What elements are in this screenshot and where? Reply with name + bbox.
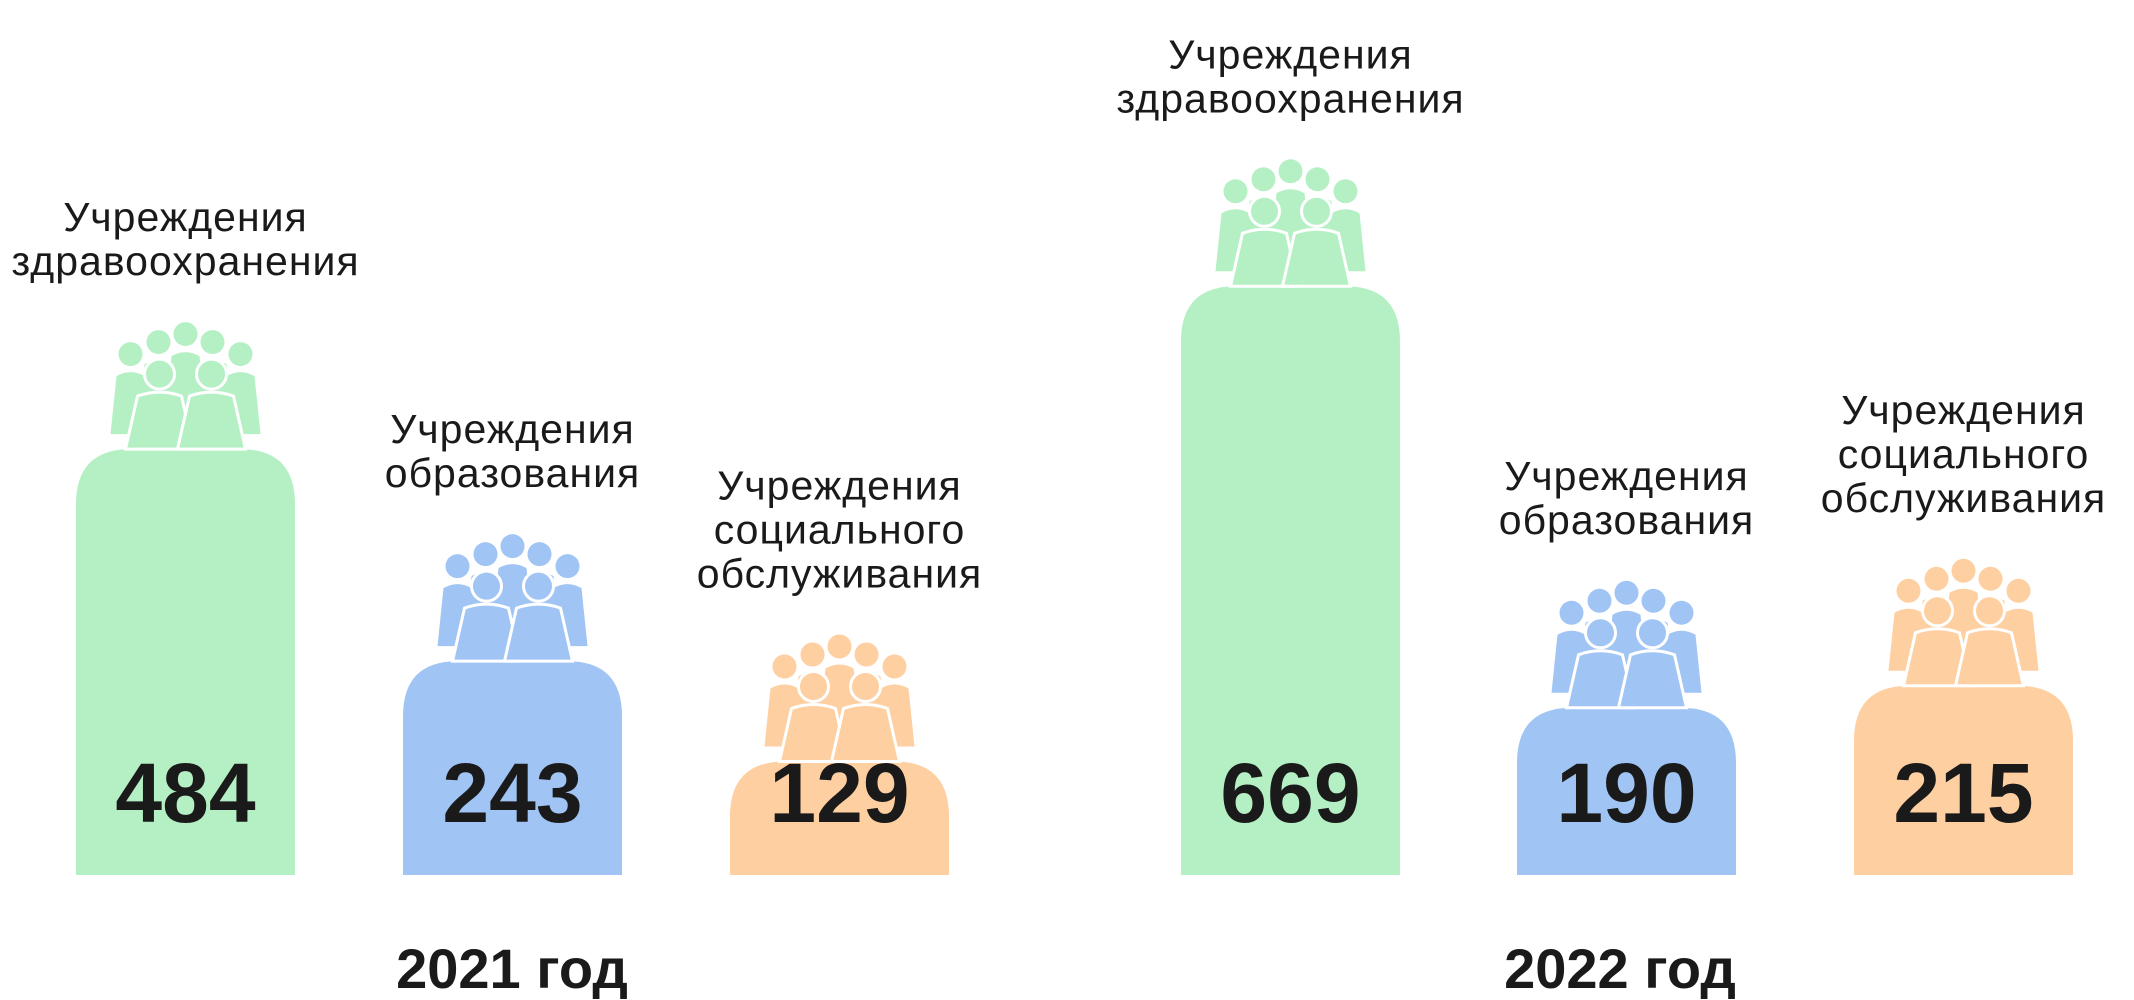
person-body	[1564, 649, 1637, 710]
person-head	[1559, 600, 1584, 625]
person-head	[797, 669, 830, 703]
person-head	[1587, 588, 1612, 613]
person-head	[1924, 566, 1949, 591]
person-head	[1584, 616, 1617, 650]
person-head	[522, 569, 555, 603]
person-head	[118, 342, 143, 367]
person-head	[849, 669, 882, 703]
value-label: 190	[1556, 746, 1696, 840]
person-head	[228, 342, 253, 367]
person-head	[1305, 167, 1330, 192]
person-head	[1921, 594, 1954, 628]
person-body	[175, 390, 248, 451]
person-head	[555, 554, 580, 579]
person-head	[1251, 167, 1276, 192]
person-head	[854, 642, 879, 667]
person-body	[777, 702, 850, 763]
people-icon	[110, 322, 261, 451]
people-icon	[1888, 558, 2039, 688]
person-head	[470, 569, 503, 603]
person-head	[1248, 194, 1281, 228]
person-head	[527, 542, 552, 567]
person-body	[1901, 627, 1974, 688]
person-body	[1280, 227, 1353, 288]
people-icon	[1551, 580, 1702, 710]
person-head	[500, 534, 525, 559]
person-head	[1951, 558, 1976, 583]
category-label: Учреждения социального обслуживания	[1821, 387, 2106, 521]
person-head	[772, 654, 797, 679]
person-head	[195, 357, 228, 391]
person-body	[502, 602, 575, 663]
person-head	[1896, 578, 1921, 603]
person-head	[827, 634, 852, 659]
person-head	[1614, 580, 1639, 605]
person-body	[1616, 649, 1689, 710]
person-head	[800, 642, 825, 667]
people-icon	[764, 634, 915, 763]
value-label: 215	[1893, 746, 2033, 840]
category-label: Учреждения здравоохранения	[1116, 31, 1464, 121]
category-label: Учреждения образования	[385, 406, 640, 496]
person-head	[1223, 179, 1248, 204]
bar	[1181, 286, 1400, 875]
person-head	[173, 322, 198, 347]
person-head	[445, 554, 470, 579]
person-head	[1641, 588, 1666, 613]
person-body	[1953, 627, 2026, 688]
value-label: 669	[1220, 746, 1360, 840]
bar	[1854, 685, 2073, 875]
person-body	[123, 390, 196, 451]
bar	[403, 661, 622, 875]
category-label: Учреждения социального обслуживания	[697, 462, 982, 596]
bar	[1517, 707, 1736, 875]
value-label: 243	[442, 746, 582, 840]
category-label: Учреждения здравоохранения	[11, 194, 359, 284]
person-head	[200, 330, 225, 355]
person-body	[829, 702, 902, 763]
person-head	[1333, 179, 1358, 204]
person-head	[146, 330, 171, 355]
bar	[76, 449, 295, 875]
person-head	[882, 654, 907, 679]
person-head	[1978, 566, 2003, 591]
person-head	[1278, 159, 1303, 184]
person-head	[1300, 194, 1333, 228]
person-body	[450, 602, 523, 663]
bar	[730, 761, 949, 875]
person-head	[1669, 600, 1694, 625]
person-head	[1973, 594, 2006, 628]
value-label: 484	[115, 746, 255, 840]
person-head	[143, 357, 176, 391]
people-icon	[437, 534, 588, 663]
group-label: 2022 год	[1504, 937, 1736, 1000]
person-head	[2006, 578, 2031, 603]
person-body	[1228, 227, 1301, 288]
person-head	[1636, 616, 1669, 650]
people-icon	[1215, 159, 1366, 288]
category-label: Учреждения образования	[1499, 453, 1754, 543]
group-label: 2021 год	[396, 937, 628, 1000]
person-head	[473, 542, 498, 567]
value-label: 129	[769, 746, 909, 840]
